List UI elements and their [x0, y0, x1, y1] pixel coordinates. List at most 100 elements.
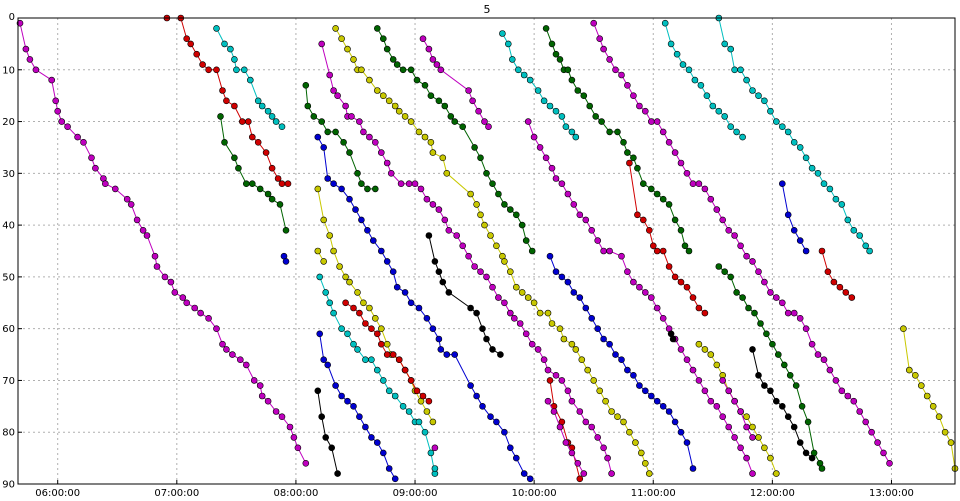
- data-point: [784, 413, 792, 421]
- data-point: [761, 382, 768, 389]
- data-point: [231, 154, 238, 162]
- data-point: [594, 434, 602, 441]
- data-point: [338, 325, 345, 333]
- data-point: [552, 268, 560, 276]
- data-point: [844, 392, 852, 400]
- data-point: [354, 346, 361, 353]
- data-point: [272, 408, 280, 415]
- data-point: [802, 449, 810, 457]
- data-point: [191, 304, 198, 312]
- data-point: [796, 144, 804, 151]
- data-point: [467, 190, 474, 198]
- data-point: [826, 366, 834, 374]
- data-point: [659, 314, 667, 322]
- data-point: [725, 227, 733, 234]
- data-point: [556, 56, 564, 63]
- data-point: [600, 335, 607, 343]
- data-point: [772, 470, 780, 477]
- data-point: [441, 216, 449, 224]
- data-point: [399, 402, 407, 410]
- data-point: [546, 102, 554, 110]
- data-point: [256, 382, 264, 389]
- data-point: [489, 346, 496, 353]
- series-16: [342, 299, 433, 405]
- data-point: [495, 294, 502, 301]
- data-point: [576, 475, 584, 483]
- data-point: [677, 346, 685, 353]
- data-point: [338, 35, 345, 43]
- data-point: [336, 263, 343, 270]
- data-point: [179, 294, 187, 301]
- data-point: [439, 154, 447, 162]
- data-point: [435, 97, 443, 105]
- data-point: [522, 237, 530, 244]
- data-point: [568, 340, 576, 348]
- data-point: [552, 50, 560, 58]
- data-point: [54, 107, 62, 115]
- data-point: [364, 227, 371, 234]
- data-point: [193, 50, 200, 58]
- data-point: [506, 206, 514, 213]
- data-point: [721, 40, 729, 48]
- data-point: [314, 387, 322, 395]
- data-point: [391, 102, 399, 110]
- data-point: [542, 154, 550, 162]
- data-point: [415, 304, 423, 312]
- data-point: [665, 408, 673, 415]
- data-point: [229, 351, 236, 358]
- data-point: [508, 56, 516, 63]
- data-point: [276, 201, 284, 208]
- series-line: [376, 28, 533, 252]
- chart-title: 5: [484, 3, 491, 16]
- data-point: [659, 195, 667, 203]
- data-point: [715, 263, 723, 270]
- x-tick-label: 13:00:00: [869, 488, 914, 499]
- data-point: [749, 87, 756, 94]
- data-point: [249, 180, 256, 187]
- data-point: [739, 294, 746, 301]
- data-point: [377, 325, 385, 333]
- data-point: [504, 40, 512, 48]
- data-point: [731, 232, 738, 239]
- data-point: [550, 408, 558, 415]
- data-point: [826, 185, 834, 193]
- data-point: [354, 289, 361, 296]
- data-point: [127, 201, 135, 208]
- data-point: [653, 118, 661, 125]
- data-point: [639, 216, 647, 224]
- data-point: [689, 294, 697, 301]
- data-point: [856, 232, 864, 239]
- data-point: [524, 294, 532, 301]
- data-point: [459, 123, 467, 130]
- series-14: [316, 273, 439, 477]
- data-point: [923, 392, 931, 400]
- data-point: [324, 175, 332, 182]
- data-point: [467, 382, 474, 389]
- data-point: [350, 402, 357, 410]
- data-point: [171, 289, 179, 296]
- data-point: [548, 164, 556, 172]
- data-point: [389, 56, 397, 63]
- series-36: [818, 247, 856, 301]
- data-point: [790, 309, 798, 317]
- data-point: [487, 413, 494, 421]
- data-point: [556, 325, 564, 333]
- data-point: [318, 413, 326, 421]
- data-point: [677, 278, 685, 286]
- data-point: [512, 283, 520, 291]
- data-point: [596, 35, 604, 43]
- data-point: [451, 351, 459, 358]
- data-point: [653, 397, 661, 405]
- data-point: [719, 377, 727, 384]
- data-point: [348, 113, 355, 120]
- data-point: [342, 273, 349, 281]
- data-point: [256, 185, 264, 193]
- data-point: [814, 170, 822, 177]
- data-point: [326, 299, 334, 307]
- data-point: [362, 356, 369, 364]
- data-point: [604, 454, 611, 462]
- data-point: [487, 232, 494, 239]
- data-point: [477, 268, 484, 276]
- series-8: [332, 25, 653, 477]
- data-point: [326, 71, 334, 79]
